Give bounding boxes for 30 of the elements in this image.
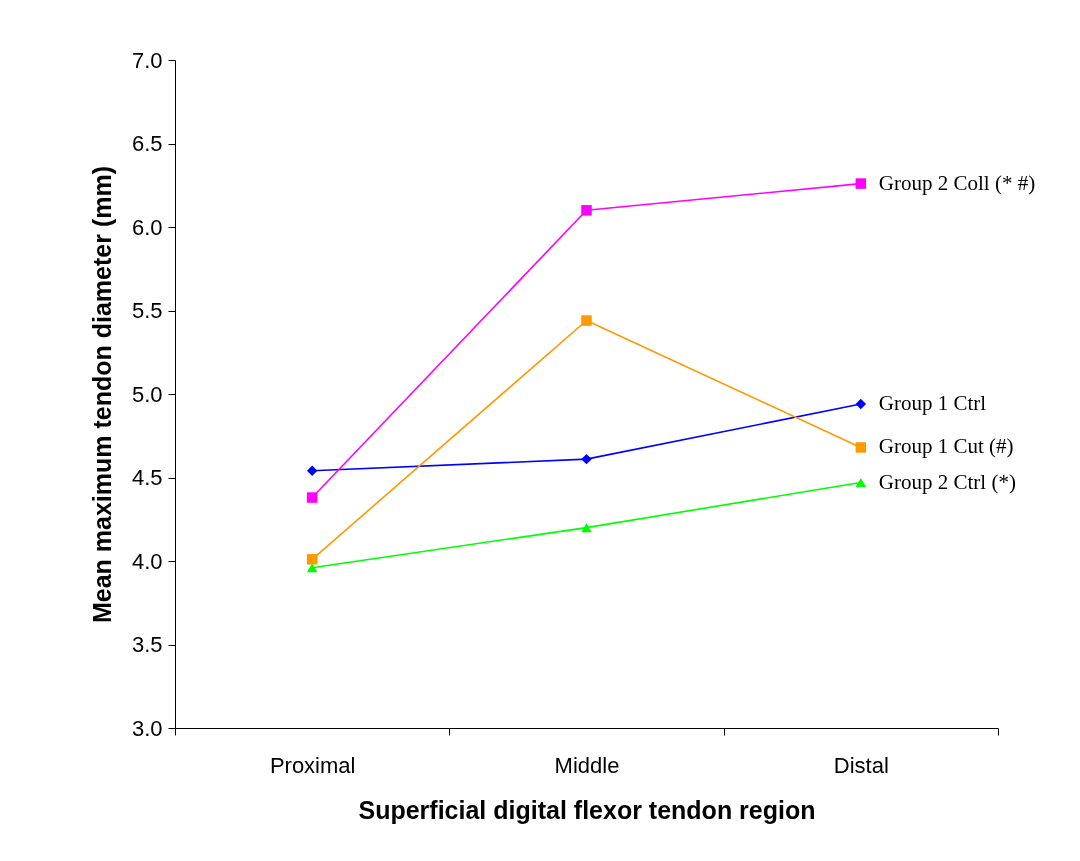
- point: [306, 465, 318, 477]
- point: [855, 398, 867, 410]
- x-axis-title: Superficial digital flexor tendon region: [358, 795, 816, 824]
- y-tick-label: 7.0: [131, 47, 163, 73]
- series-label: Group 1 Cut (#): [878, 434, 1014, 459]
- point: [855, 442, 867, 453]
- point: [581, 205, 592, 216]
- point: [306, 554, 318, 565]
- x-tick-label: Middle: [554, 752, 620, 778]
- point: [306, 563, 318, 573]
- x-tick-label: Distal: [833, 752, 889, 778]
- y-tick-label: 5.5: [131, 298, 163, 323]
- series-label: Group 2 Ctrl (*): [878, 469, 1016, 494]
- y-tick-label: 4.5: [131, 465, 163, 490]
- y-tick-label: 4.0: [131, 548, 163, 574]
- y-tick-label: 5.0: [131, 381, 163, 407]
- series-label: Group 2 Coll (* #): [878, 170, 1036, 195]
- point: [855, 477, 867, 488]
- y-tick-label: 3.0: [131, 715, 163, 741]
- y-tick-label: 3.5: [131, 632, 163, 657]
- x-tick-label: Proximal: [269, 752, 356, 778]
- series-label: Group 1 Ctrl: [878, 391, 987, 416]
- point: [855, 178, 867, 189]
- y-tick-label: 6.5: [131, 131, 163, 156]
- y-tick-label: 6.0: [131, 214, 163, 240]
- y-axis-title: Mean maximum tendon diameter (mm): [87, 165, 116, 624]
- point: [581, 453, 592, 465]
- point: [581, 523, 592, 533]
- point: [306, 492, 318, 503]
- point: [581, 315, 592, 326]
